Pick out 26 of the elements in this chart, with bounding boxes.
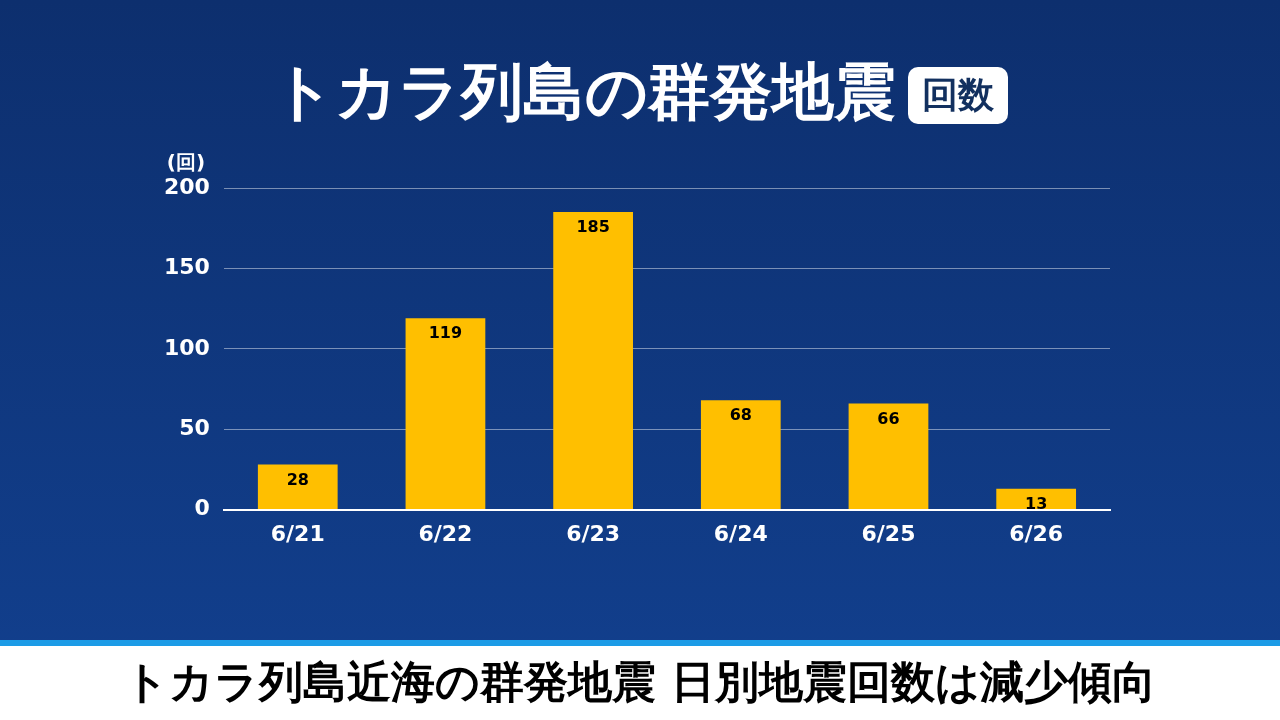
data-label: 119 <box>428 323 463 343</box>
y-tick-label: 100 <box>163 334 210 360</box>
data-label: 28 <box>286 469 309 489</box>
x-tick-label: 6/23 <box>566 520 621 546</box>
x-tick-label: 6/26 <box>1009 520 1064 546</box>
data-label: 68 <box>729 405 752 425</box>
y-axis-title: (回) <box>166 150 206 175</box>
bar <box>848 403 929 510</box>
x-tick-label: 6/24 <box>713 520 768 546</box>
text: トカラ列島近海の群発地震 日別地震回数は減少傾向 <box>0 640 1280 720</box>
data-label: 185 <box>576 217 610 237</box>
data-label: 66 <box>877 408 900 428</box>
chart-title: トカラ列島の群発地震 <box>272 55 896 128</box>
y-tick-label: 150 <box>163 254 210 280</box>
bar <box>257 464 338 510</box>
x-tick-label: 6/25 <box>861 520 916 546</box>
bar <box>700 400 781 510</box>
x-tick-label: 6/22 <box>418 520 473 546</box>
y-tick-label: 50 <box>179 414 210 440</box>
bar <box>553 212 633 510</box>
chart-subtitle: 回数 <box>908 67 1008 125</box>
x-tick-label: 6/21 <box>270 520 325 546</box>
data-label: 13 <box>1025 493 1048 513</box>
y-tick-label: 200 <box>163 173 210 199</box>
y-tick-label: 0 <box>194 495 210 521</box>
bar <box>405 318 486 510</box>
